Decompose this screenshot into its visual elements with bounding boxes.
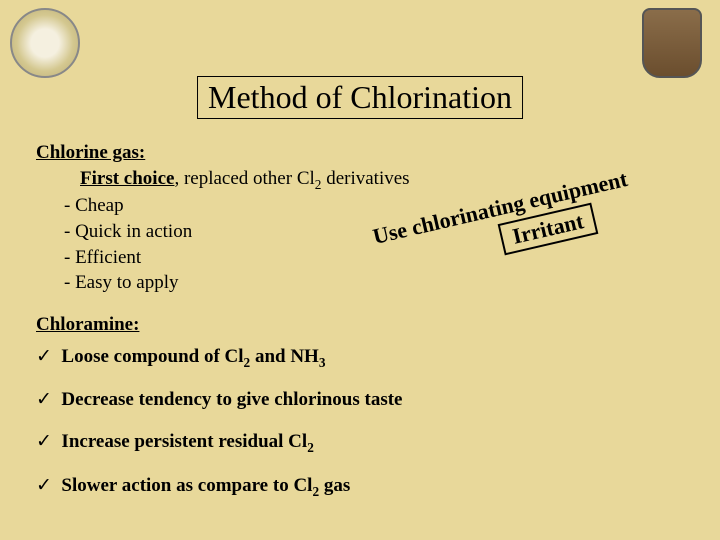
- item3-sub: 2: [307, 440, 314, 455]
- check-icon: ✓: [36, 346, 52, 367]
- check-icon: ✓: [36, 389, 52, 410]
- slide-title: Method of Chlorination: [197, 76, 523, 119]
- first-choice-label: First choice: [80, 168, 174, 189]
- first-choice-after: derivatives: [321, 168, 409, 189]
- check-icon: ✓: [36, 431, 52, 452]
- chloramine-item-4: ✓ Slower action as compare to Cl2 gas: [36, 473, 700, 501]
- bullet-quick: - Quick in action: [36, 219, 700, 245]
- bullet-cheap: - Cheap: [36, 193, 700, 219]
- check-icon: ✓: [36, 475, 52, 496]
- chloramine-item-3: ✓ Increase persistent residual Cl2: [36, 429, 700, 457]
- item4-mid: gas: [319, 475, 350, 496]
- chloramine-item-2: ✓ Decrease tendency to give chlorinous t…: [36, 387, 700, 413]
- item2-pre: Decrease tendency to give chlorinous tas…: [61, 389, 402, 410]
- bullet-efficient: - Efficient: [36, 245, 700, 271]
- college-crest-right: [642, 8, 702, 78]
- bullet-easy: - Easy to apply: [36, 270, 700, 296]
- item4-pre: Slower action as compare to Cl: [61, 475, 312, 496]
- chloramine-heading: Chloramine:: [36, 312, 700, 338]
- item1-sub2: 3: [319, 354, 326, 369]
- item1-pre: Loose compound of Cl: [61, 346, 243, 367]
- item3-pre: Increase persistent residual Cl: [61, 431, 307, 452]
- first-choice-line: First choice, replaced other Cl2 derivat…: [36, 166, 700, 194]
- first-choice-rest: , replaced other Cl: [174, 168, 314, 189]
- chlorine-gas-heading: Chlorine gas:: [36, 140, 700, 166]
- university-seal-left: [10, 8, 80, 78]
- slide-body: Chlorine gas: First choice, replaced oth…: [36, 140, 700, 500]
- item1-mid: and NH: [250, 346, 319, 367]
- chloramine-item-1: ✓ Loose compound of Cl2 and NH3: [36, 344, 700, 372]
